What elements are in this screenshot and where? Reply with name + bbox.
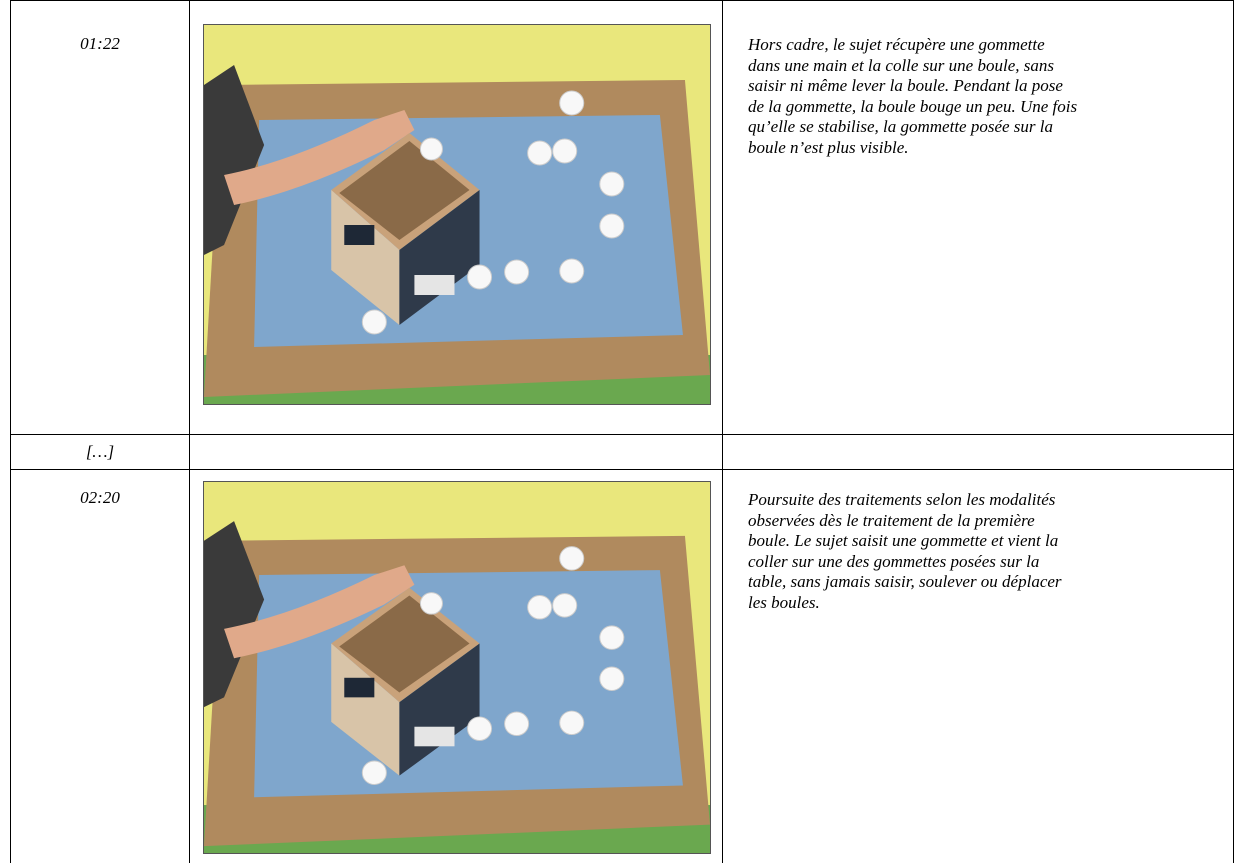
text-line: Hors cadre, le sujet récupère une gommet… [748,35,1045,54]
text-line: coller sur une des gommettes posées sur … [748,551,1040,571]
description: Poursuite des traitements selon les moda… [748,490,1062,613]
border [10,434,1234,435]
text-line: Poursuite des traitements selon les moda… [748,490,1056,509]
border [722,0,723,863]
text-line: observées dès le traitement de la premiè… [748,510,1035,530]
text-line: qu’elle se stabilise, la gommette posée … [748,117,1054,136]
description: Hors cadre, le sujet récupère une gommet… [748,35,1077,158]
video-frame [203,24,711,405]
text-line: table, sans jamais saisir, soulever ou d… [748,572,1062,591]
border [10,0,11,863]
timestamp: 02:20 [80,488,120,507]
text-line: saisir ni même lever la boule. Pendant l… [748,76,1063,95]
timestamp: 01:22 [80,34,120,53]
text-line: dans une main et la colle sur une boule,… [748,55,1054,75]
border [10,469,1234,470]
timestamp: […] [85,442,115,461]
text-line: de la gommette, la boule bouge un peu. U… [748,96,1078,116]
video-frame [203,481,711,854]
text-line: boule n’est plus visible. [748,137,909,157]
border [10,0,1234,1]
text-line: les boules. [748,592,820,612]
text-line: boule. Le sujet saisit une gommette et v… [748,531,1059,550]
border [189,0,190,863]
border [1233,0,1234,863]
